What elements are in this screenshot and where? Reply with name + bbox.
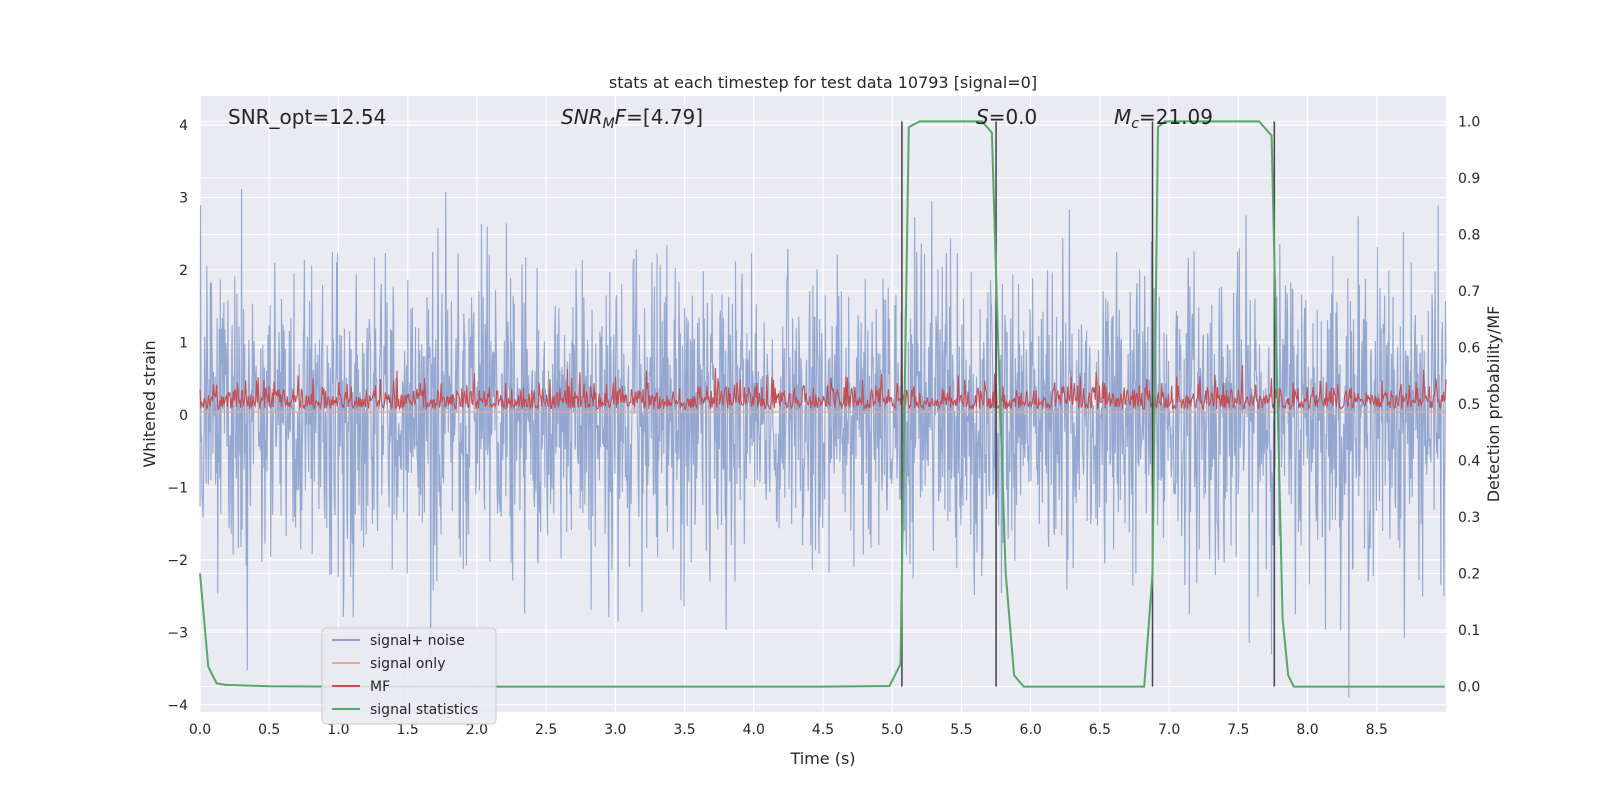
y-axis-ticks: −4 −3 −2 −1 0 1 2 3 4 xyxy=(167,118,188,714)
x-tick-label: 6.5 xyxy=(1089,722,1111,738)
y-tick-label: −1 xyxy=(167,480,188,496)
y2-tick-label: 0.4 xyxy=(1458,454,1480,470)
x-axis-ticks: 0.0 0.5 1.0 1.5 2.0 2.5 3.0 3.5 4.0 4.5 5.0 5.5 6.0 6… xyxy=(189,722,1388,738)
annotation-snr-mf: SNRMF=[4.79] xyxy=(561,105,703,132)
x-tick-label: 3.5 xyxy=(673,722,695,738)
y-tick-label: 2 xyxy=(179,263,188,279)
annotation-snr-opt: SNR_opt=12.54 xyxy=(228,105,386,129)
x-tick-label: 1.0 xyxy=(327,722,349,738)
annotation-mc-value: =21.09 xyxy=(1139,105,1213,129)
y2-tick-label: 0.8 xyxy=(1458,227,1480,243)
annotation-mc-sub: c xyxy=(1131,116,1139,132)
y-tick-label: −2 xyxy=(167,553,188,569)
y2-tick-label: 1.0 xyxy=(1458,114,1480,130)
x-tick-label: 2.5 xyxy=(535,722,557,738)
x-tick-label: 2.0 xyxy=(466,722,488,738)
x-tick-label: 4.0 xyxy=(743,722,765,738)
x-tick-label: 8.0 xyxy=(1296,722,1318,738)
x-tick-label: 6.0 xyxy=(1020,722,1042,738)
y2-tick-label: 0.9 xyxy=(1458,171,1480,187)
x-tick-label: 3.0 xyxy=(604,722,626,738)
annotation-mc-italic: M xyxy=(1114,105,1131,129)
series-signal-noise xyxy=(199,188,1447,698)
y2-tick-label: 0.2 xyxy=(1458,567,1480,583)
x-tick-label: 7.0 xyxy=(1158,722,1180,738)
y2-tick-label: 0.0 xyxy=(1458,680,1480,696)
y2-tick-label: 0.6 xyxy=(1458,340,1480,356)
annotation-s-value: =0.0 xyxy=(989,105,1038,129)
series-mf xyxy=(199,345,1447,411)
legend-label-mf: MF xyxy=(370,679,390,695)
chart-title: stats at each timestep for test data 107… xyxy=(609,73,1037,92)
legend-box xyxy=(321,627,497,725)
y2-tick-label: 0.5 xyxy=(1458,397,1480,413)
y-tick-label: −4 xyxy=(167,698,188,714)
x-tick-label: 5.5 xyxy=(950,722,972,738)
y-tick-label: 0 xyxy=(179,408,188,424)
x-tick-label: 0.5 xyxy=(258,722,280,738)
y2-tick-label: 0.7 xyxy=(1458,284,1480,300)
annotation-s: S=0.0 xyxy=(976,105,1037,129)
x-tick-label: 8.5 xyxy=(1366,722,1388,738)
y2-axis-ticks: 0.0 0.1 0.2 0.3 0.4 0.5 0.6 0.7 0.8 0.9 1.0 xyxy=(1458,114,1480,695)
legend-label-signal-noise: signal+ noise xyxy=(370,633,465,649)
y2-axis-label: Detection probability/MF xyxy=(1484,306,1503,503)
annotation-snr-mf-sub: M xyxy=(603,116,615,132)
legend-label-signal-statistics: signal statistics xyxy=(370,702,478,718)
x-axis-label: Time (s) xyxy=(789,749,855,768)
y-tick-label: −3 xyxy=(167,625,188,641)
x-tick-label: 5.0 xyxy=(881,722,903,738)
annotation-snr-mf-italic2: F xyxy=(615,105,627,129)
annotation-snr-mf-value: =[4.79] xyxy=(626,105,703,129)
x-tick-label: 0.0 xyxy=(189,722,211,738)
legend-label-signal-only: signal only xyxy=(370,656,445,672)
annotations: SNR_opt=12.54 SNRMF=[4.79] S=0.0 Mc=21.0… xyxy=(228,105,1213,132)
x-tick-label: 4.5 xyxy=(812,722,834,738)
y2-tick-label: 0.1 xyxy=(1458,623,1480,639)
x-tick-label: 7.5 xyxy=(1227,722,1249,738)
y-tick-label: 3 xyxy=(179,190,188,206)
annotation-snr-mf-italic: SNR xyxy=(561,105,603,129)
annotation-s-italic: S xyxy=(976,105,989,129)
legend: signal+ noise signal only MF signal stat… xyxy=(321,627,497,725)
annotation-mc: Mc=21.09 xyxy=(1114,105,1213,132)
y2-tick-label: 0.3 xyxy=(1458,510,1480,526)
x-tick-label: 1.5 xyxy=(397,722,419,738)
y-tick-label: 1 xyxy=(179,335,188,351)
y-tick-label: 4 xyxy=(179,118,188,134)
y-axis-label: Whitened strain xyxy=(140,340,159,467)
